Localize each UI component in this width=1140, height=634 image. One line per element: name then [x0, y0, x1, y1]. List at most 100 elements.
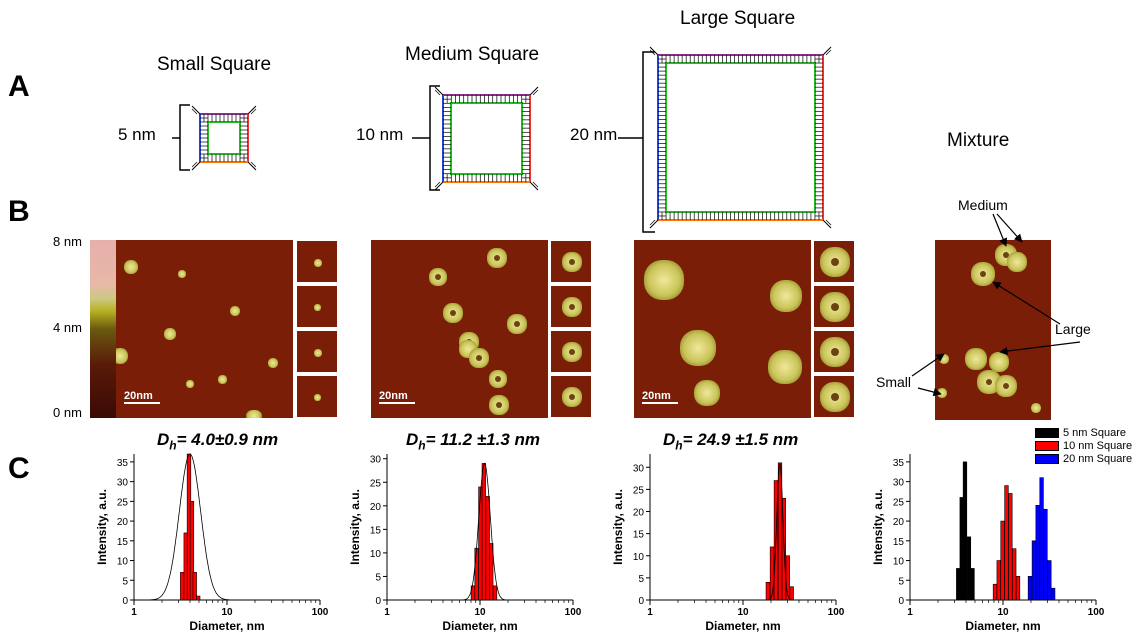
afm-image-small: 20nm — [116, 240, 293, 418]
y-tick-label: 5 — [638, 574, 644, 585]
legend-swatch-red — [1035, 441, 1059, 452]
dh-label-small: Dh= 4.0±0.9 nm — [157, 430, 279, 453]
corner-hairpin — [434, 86, 444, 96]
afm-image-large: 20nm — [634, 240, 811, 418]
y-tick-label: 0 — [122, 596, 128, 607]
histogram-bar — [180, 572, 185, 601]
y-tick-label: 20 — [633, 508, 645, 519]
y-tick-label: 35 — [117, 458, 129, 469]
gaussian-fit-line — [134, 453, 320, 601]
corner-hairpin — [825, 49, 832, 56]
afm-image-medium: 20nm — [371, 240, 548, 418]
y-tick-label: 15 — [370, 525, 382, 536]
corner-hairpin — [250, 108, 257, 115]
arrow-small-2 — [917, 387, 942, 397]
y-axis-label: Intensity, a.u. — [611, 489, 625, 565]
histogram-bar — [1012, 548, 1017, 601]
medium-square-schematic — [434, 86, 539, 191]
histogram-large: 0 5 10 15 20 25 30 1 10 100 Diameter, nm Intensity,… — [611, 454, 845, 633]
y-tick-label: 5 — [898, 576, 904, 587]
y-axis-label: Intensity, a.u. — [348, 489, 362, 565]
histogram-bar — [478, 486, 483, 601]
arrow-label-medium: Medium — [958, 197, 1008, 213]
x-tick-label: 1 — [131, 607, 137, 618]
legend-swatch-blue — [1035, 454, 1059, 465]
y-axis-label: Intensity, a.u. — [95, 489, 109, 565]
y-tick-label: 20 — [370, 502, 382, 513]
inner-strand — [665, 62, 816, 213]
large-square-schematic — [649, 46, 832, 229]
corner-hairpin — [532, 89, 539, 96]
histogram-bar — [492, 585, 498, 601]
inset-large-1 — [813, 240, 855, 283]
large-bracket — [618, 51, 655, 233]
corner-hairpin — [822, 46, 832, 56]
corner-hairpin — [529, 181, 539, 191]
corner-hairpin — [191, 108, 198, 115]
medium-dim-label: 10 nm — [356, 125, 404, 144]
x-tick-label: 1 — [647, 607, 653, 618]
histogram-bar — [189, 501, 195, 601]
histogram-bar — [489, 543, 494, 601]
y-tick-label: 15 — [893, 537, 905, 548]
corner-hairpin — [825, 219, 832, 226]
y-tick-label: 0 — [638, 596, 644, 607]
y-tick-label: 15 — [633, 530, 645, 541]
y-tick-label: 5 — [122, 576, 128, 587]
inset-large-2 — [813, 285, 855, 328]
x-tick-label: 100 — [312, 607, 329, 618]
histogram-bar — [1047, 560, 1052, 601]
y-tick-label: 10 — [893, 557, 905, 568]
legend-item-5nm: 5 nm Square — [1035, 427, 1132, 440]
small-square-schematic — [191, 105, 257, 171]
y-tick-label: 30 — [633, 463, 645, 474]
corner-hairpin — [434, 89, 441, 96]
histogram-bar — [789, 586, 794, 601]
histogram-bar — [192, 572, 197, 601]
x-axis-label: Diameter, nm — [442, 619, 517, 633]
y-tick-label: 10 — [633, 552, 645, 563]
height-colorbar — [90, 240, 116, 418]
histogram-bar — [474, 547, 479, 601]
arrow-medium-2 — [996, 213, 1023, 243]
histogram-bar — [992, 583, 998, 601]
x-axis-label: Diameter, nm — [705, 619, 780, 633]
legend-swatch-black — [1035, 428, 1059, 439]
gaussian-fit-line — [387, 462, 573, 601]
y-tick-label: 5 — [375, 572, 381, 583]
histogram-bar — [1015, 576, 1021, 601]
legend-item-20nm: 20 nm Square — [1035, 453, 1132, 466]
histogram-small: 0 5 10 15 20 25 30 35 1 10 100 Diameter, nm Intensit… — [95, 453, 329, 633]
panel-label-b: B — [8, 195, 30, 228]
corner-hairpin — [532, 181, 539, 188]
gaussian-fit-line — [650, 462, 836, 601]
x-tick-label: 100 — [565, 607, 582, 618]
histogram-bar — [1000, 520, 1005, 601]
histogram-bar — [1027, 576, 1033, 601]
histogram-bar — [769, 546, 775, 601]
histogram-bar — [196, 595, 201, 601]
inset-small-2 — [296, 285, 338, 328]
y-tick-label: 35 — [893, 458, 905, 469]
histogram-bar — [956, 568, 961, 601]
histogram-bar — [996, 560, 1001, 601]
corner-hairpin — [250, 161, 257, 168]
x-axis-label: Diameter, nm — [965, 619, 1040, 633]
y-tick-label: 0 — [375, 596, 381, 607]
medium-bracket — [412, 85, 440, 191]
y-tick-label: 10 — [370, 549, 382, 560]
arrow-large-2 — [999, 341, 1081, 356]
y-tick-label: 25 — [370, 478, 382, 489]
y-tick-label: 25 — [117, 497, 129, 508]
y-tick-label: 25 — [893, 497, 905, 508]
arrow-label-large: Large — [1055, 321, 1091, 337]
x-tick-label: 10 — [997, 607, 1009, 618]
large-dim-label: 20 nm — [570, 125, 618, 144]
panel-label-a: A — [8, 70, 30, 103]
colorbar-mid-label: 4 nm — [53, 320, 82, 335]
histogram-medium: 0 5 10 15 20 25 30 1 10 100 Diameter, nm Intensity,… — [348, 454, 582, 633]
corner-hairpin — [649, 46, 659, 56]
arrow-small-1 — [911, 353, 945, 377]
corner-hairpin — [649, 219, 656, 226]
histogram-bar — [1008, 493, 1013, 601]
